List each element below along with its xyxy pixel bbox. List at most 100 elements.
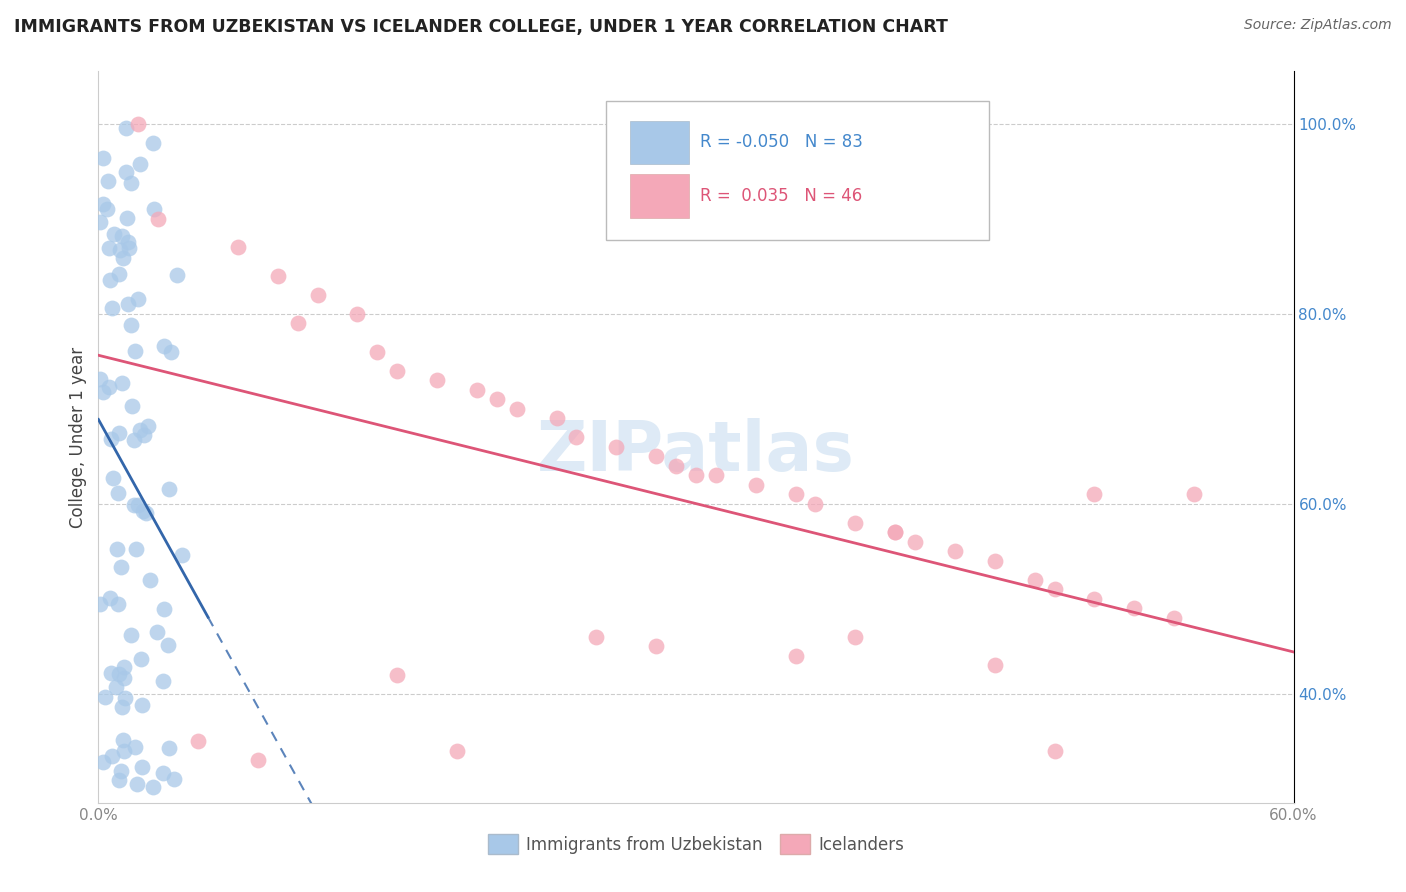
Point: [884, 524, 907, 539]
Point: [112, 660, 135, 674]
Point: [446, 743, 468, 757]
Point: [785, 648, 807, 663]
Point: [226, 240, 249, 254]
Point: [157, 482, 180, 496]
Point: [127, 293, 149, 307]
Point: [704, 468, 727, 483]
Point: [98, 241, 121, 255]
Point: [138, 574, 160, 588]
Point: [267, 268, 290, 283]
Point: [91, 755, 114, 769]
Point: [153, 339, 176, 353]
Point: [844, 630, 866, 644]
FancyBboxPatch shape: [630, 175, 689, 218]
Point: [129, 157, 152, 171]
Point: [100, 273, 122, 287]
Point: [111, 376, 134, 391]
Point: [129, 423, 152, 437]
Point: [142, 202, 165, 216]
Point: [100, 432, 122, 446]
Point: [108, 772, 131, 787]
Point: [1083, 487, 1105, 501]
Point: [1163, 610, 1185, 624]
Point: [118, 241, 141, 255]
Point: [546, 411, 568, 425]
Point: [124, 343, 146, 358]
Point: [135, 506, 157, 520]
Point: [287, 316, 309, 330]
Point: [152, 674, 174, 689]
Point: [159, 345, 181, 359]
Point: [127, 117, 149, 131]
Point: [117, 297, 139, 311]
FancyBboxPatch shape: [606, 101, 988, 240]
Point: [107, 598, 129, 612]
Point: [346, 307, 368, 321]
Point: [1083, 591, 1105, 606]
Point: [142, 136, 165, 151]
Point: [125, 542, 148, 557]
Point: [157, 740, 180, 755]
Point: [112, 733, 135, 747]
Point: [107, 486, 129, 500]
Text: IMMIGRANTS FROM UZBEKISTAN VS ICELANDER COLLEGE, UNDER 1 YEAR CORRELATION CHART: IMMIGRANTS FROM UZBEKISTAN VS ICELANDER …: [14, 18, 948, 36]
Point: [131, 698, 153, 712]
Point: [943, 544, 966, 558]
Point: [103, 227, 125, 241]
Point: [146, 624, 169, 639]
Point: [110, 559, 132, 574]
Point: [112, 251, 135, 265]
Point: [385, 363, 409, 377]
Text: R =  0.035   N = 46: R = 0.035 N = 46: [700, 186, 862, 204]
Point: [565, 430, 588, 444]
Point: [120, 628, 142, 642]
Point: [112, 671, 135, 685]
Point: [131, 504, 153, 518]
Point: [984, 553, 1007, 567]
Point: [124, 498, 146, 512]
Point: [585, 630, 607, 644]
Point: [385, 667, 409, 681]
Point: [117, 235, 139, 249]
Point: [904, 534, 927, 549]
Point: [366, 344, 388, 359]
Point: [115, 164, 138, 178]
Point: [884, 524, 907, 539]
Point: [115, 120, 138, 135]
Point: [246, 753, 269, 767]
Text: ZIPatlas: ZIPatlas: [537, 418, 855, 485]
Point: [97, 174, 120, 188]
Point: [91, 152, 114, 166]
Point: [665, 458, 688, 473]
Point: [127, 777, 149, 791]
Point: [127, 498, 149, 512]
Point: [122, 433, 145, 447]
Point: [104, 680, 127, 694]
Point: [110, 700, 132, 714]
Point: [163, 772, 186, 787]
Point: [107, 425, 129, 440]
Point: [108, 267, 131, 281]
Point: [120, 318, 142, 333]
Point: [94, 690, 117, 704]
Point: [131, 759, 153, 773]
Point: [166, 268, 188, 282]
Point: [98, 379, 121, 393]
Text: R = -0.050   N = 83: R = -0.050 N = 83: [700, 133, 862, 152]
Point: [89, 372, 111, 386]
Point: [984, 658, 1007, 673]
Text: Source: ZipAtlas.com: Source: ZipAtlas.com: [1244, 18, 1392, 32]
Point: [112, 744, 135, 758]
Point: [645, 639, 668, 653]
Point: [1123, 601, 1146, 615]
Point: [96, 202, 118, 216]
Point: [101, 301, 124, 315]
Point: [115, 211, 138, 226]
Point: [121, 400, 143, 414]
Point: [804, 497, 827, 511]
Point: [91, 384, 114, 399]
Point: [120, 176, 142, 190]
Point: [152, 765, 174, 780]
Point: [108, 667, 131, 681]
Point: [745, 477, 768, 491]
